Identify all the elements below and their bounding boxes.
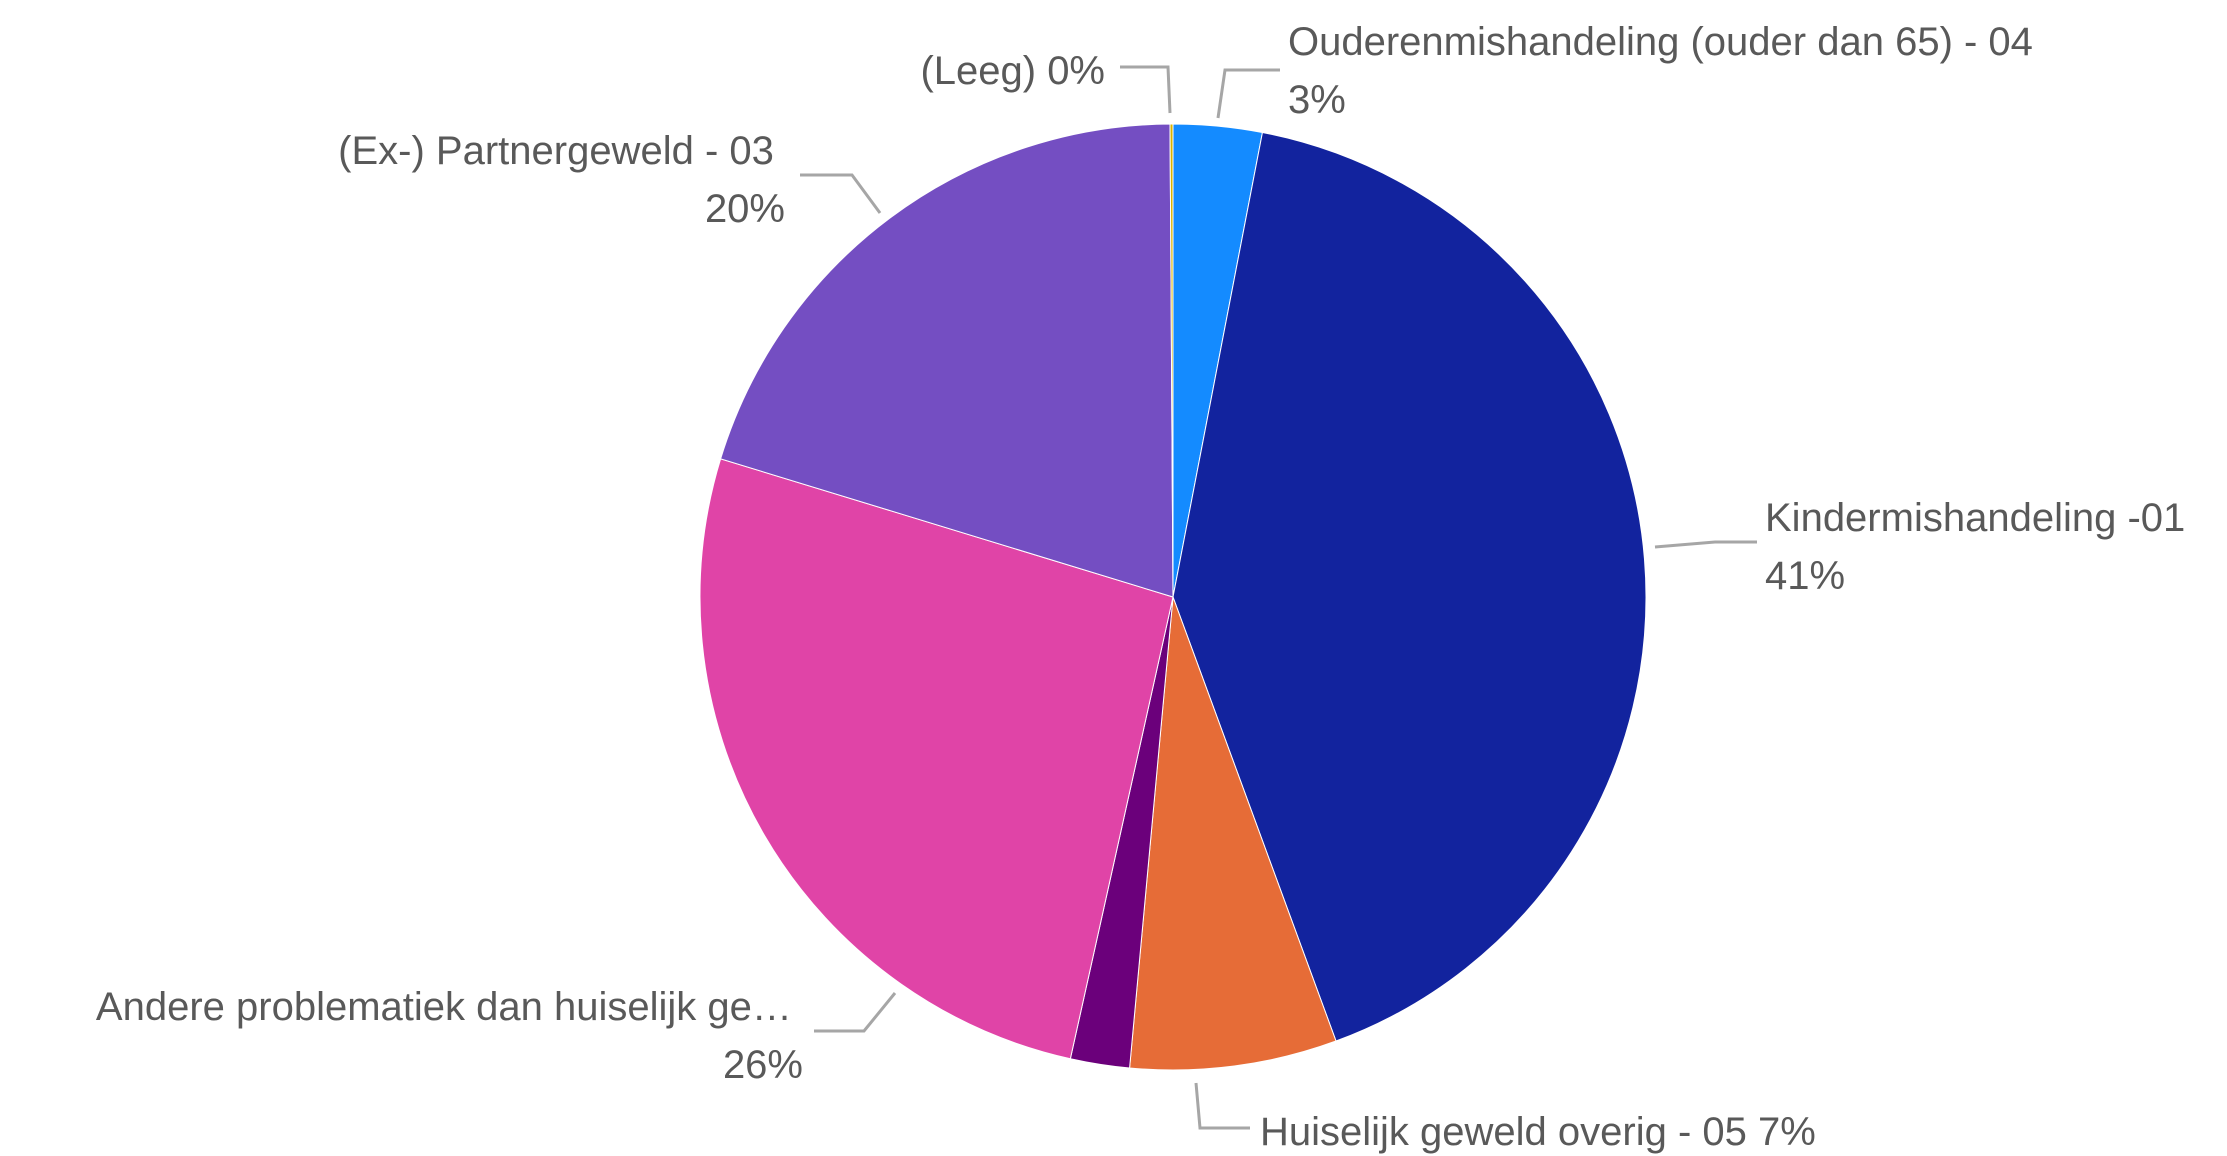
label-andere-problematiek: Andere problematiek dan huiselijk ge… 26… xyxy=(96,985,803,1087)
label-ouderenmishandeling: Ouderenmishandeling (ouder dan 65) - 04 … xyxy=(1288,20,2044,122)
leader-leeg xyxy=(1120,65,1172,114)
data-labels: (Leeg) 0% Ouderenmishandeling (ouder dan… xyxy=(96,20,2196,1154)
label-kindermishandeling: Kindermishandeling -01 41% xyxy=(1765,496,2196,598)
pie-slice-6 xyxy=(1169,123,1174,598)
pie-slice-5 xyxy=(720,123,1174,598)
leader-ouderenmishandeling xyxy=(1216,68,1280,119)
leader-huiselijk-geweld-overig xyxy=(1194,1082,1250,1130)
pie-slice-1 xyxy=(1172,131,1647,1042)
leader-andere-problematiek xyxy=(814,992,897,1033)
pie-slice-4 xyxy=(699,458,1174,1060)
label-partnergeweld: (Ex-) Partnergeweld - 03 20% xyxy=(338,129,785,231)
pie-slices xyxy=(699,123,1647,1071)
leader-kindermishandeling xyxy=(1654,540,1757,549)
label-huiselijk-geweld-overig: Huiselijk geweld overig - 05 7% xyxy=(1260,1110,1816,1154)
leader-partnergeweld xyxy=(800,173,882,214)
pie-slice-2 xyxy=(1129,596,1337,1071)
leader-lines xyxy=(800,65,1757,1130)
label-leeg: (Leeg) 0% xyxy=(920,49,1105,93)
